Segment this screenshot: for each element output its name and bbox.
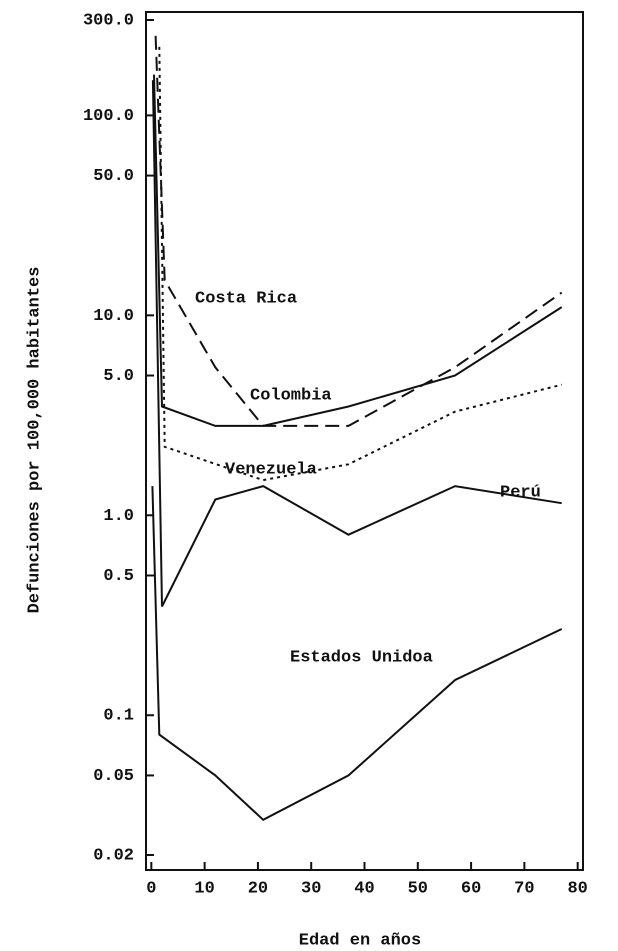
y-tick-label: 300.0 bbox=[83, 11, 134, 30]
series-label: Colombia bbox=[250, 386, 332, 405]
series-line bbox=[158, 46, 562, 482]
y-tick-label: 100.0 bbox=[83, 107, 134, 126]
y-tick-label: 5.0 bbox=[103, 367, 134, 386]
x-tick-label: 10 bbox=[194, 879, 214, 898]
series-line bbox=[151, 80, 562, 607]
plot-frame bbox=[145, 11, 584, 871]
y-tick-label: 0.5 bbox=[103, 567, 134, 586]
y-tick-label: 1.0 bbox=[103, 507, 134, 526]
y-tick-label: 0.05 bbox=[93, 767, 134, 786]
x-tick-label: 20 bbox=[248, 879, 268, 898]
x-tick-label: 70 bbox=[514, 879, 534, 898]
y-tick-label: 10.0 bbox=[93, 307, 134, 326]
y-axis-label: Defunciones por 100,000 habitantes bbox=[25, 267, 44, 614]
series-line bbox=[151, 486, 563, 822]
x-tick-label: 0 bbox=[146, 879, 156, 898]
x-tick-label: 50 bbox=[408, 879, 428, 898]
x-tick-label: 40 bbox=[354, 879, 374, 898]
x-tick-label: 80 bbox=[567, 879, 587, 898]
y-tick-label: 0.1 bbox=[103, 707, 134, 726]
series-label: Venezuela bbox=[225, 460, 317, 479]
series-label: Estados Unidoa bbox=[290, 648, 433, 667]
series-label: Costa Rica bbox=[195, 289, 297, 308]
x-axis-label: Edad en años bbox=[299, 931, 421, 950]
x-tick-label: 30 bbox=[301, 879, 321, 898]
series-line bbox=[153, 74, 563, 427]
series-label: Perú bbox=[500, 483, 541, 502]
series-line bbox=[154, 35, 563, 427]
y-tick-label: 0.02 bbox=[93, 846, 134, 865]
y-tick-label: 50.0 bbox=[93, 167, 134, 186]
x-tick-label: 60 bbox=[461, 879, 481, 898]
